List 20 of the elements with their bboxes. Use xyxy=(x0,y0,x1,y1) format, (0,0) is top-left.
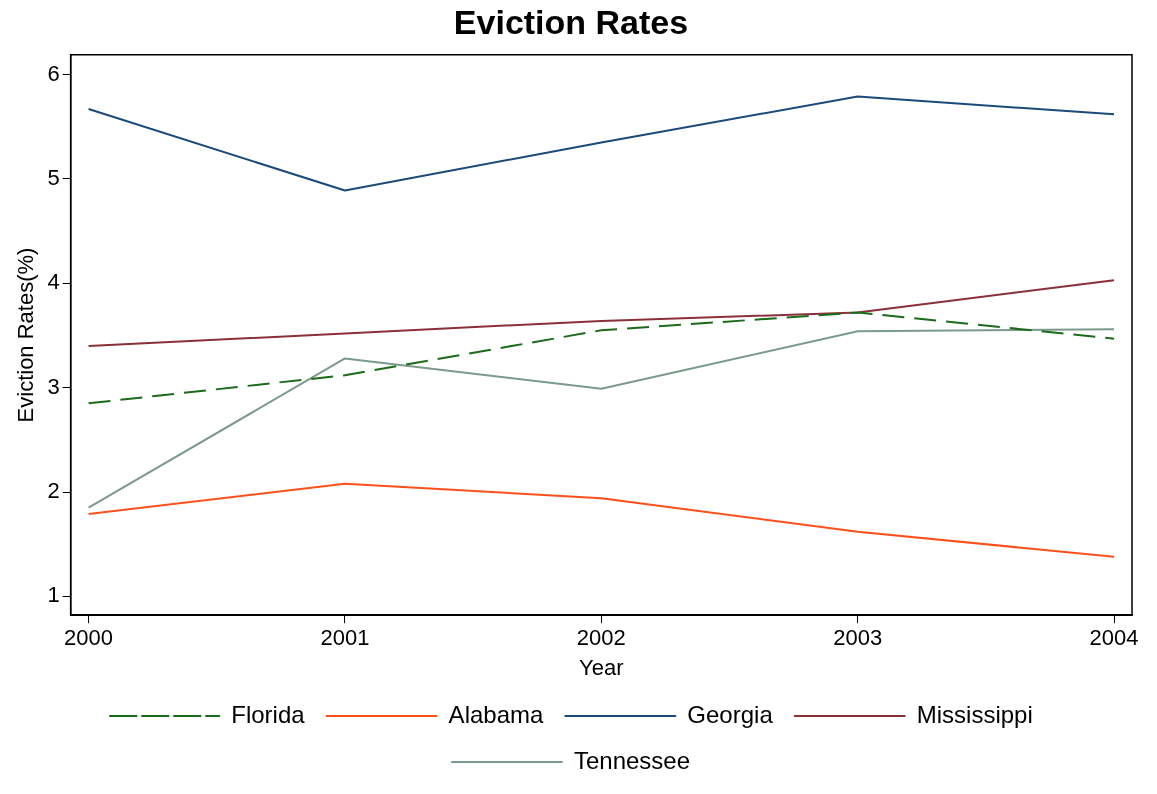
x-tick-label: 2001 xyxy=(320,625,370,651)
y-tick-label: 4 xyxy=(47,269,60,295)
line-series xyxy=(87,311,1116,405)
legend-label: Florida xyxy=(231,700,306,728)
x-tick-label: 2003 xyxy=(833,625,883,651)
x-tick-label: 2004 xyxy=(1089,625,1139,651)
y-axis-title: Eviction Rates(%) xyxy=(13,247,39,423)
y-tick-label: 3 xyxy=(47,373,60,399)
chart-title: Eviction Rates xyxy=(453,2,689,41)
y-tick-label: 6 xyxy=(47,60,60,86)
x-tick-label: 2002 xyxy=(576,625,626,651)
y-tick-label: 5 xyxy=(47,165,60,191)
y-tick-label: 1 xyxy=(47,582,60,608)
x-tick-label: 2000 xyxy=(64,625,114,651)
legend-label: Alabama xyxy=(448,700,544,728)
y-tick-label: 2 xyxy=(47,478,60,504)
x-axis-title: Year xyxy=(579,654,624,680)
legend-label: Georgia xyxy=(687,700,774,728)
legend-label: Tennessee xyxy=(573,746,691,774)
legend-label: Mississippi xyxy=(916,700,1033,728)
